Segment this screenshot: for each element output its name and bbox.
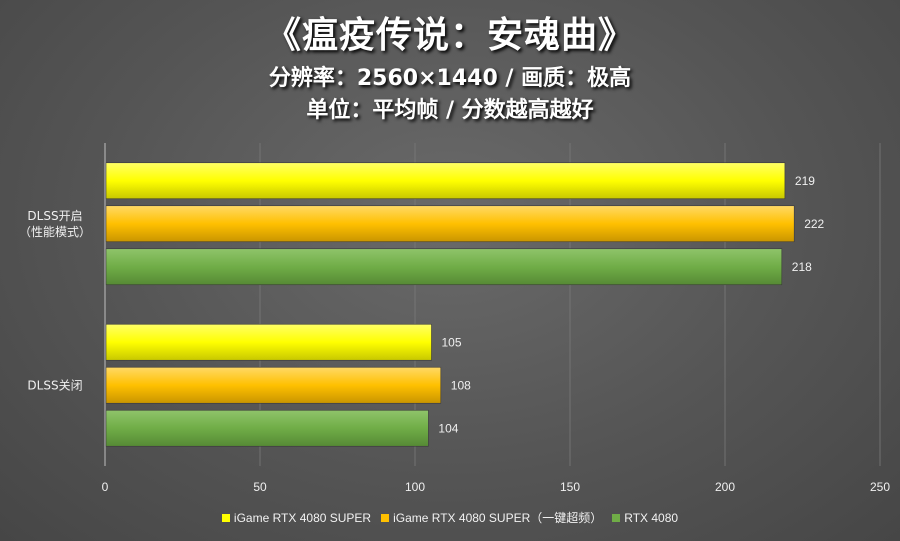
legend-item: RTX 4080	[612, 511, 678, 525]
category-label: DLSS开启（性能模式）	[19, 209, 91, 239]
legend-swatch	[381, 513, 390, 522]
bar-value-label: 218	[792, 260, 812, 274]
legend-swatch	[221, 513, 230, 522]
legend-label: iGame RTX 4080 SUPER（一键超频）	[393, 511, 603, 525]
chart-subtitle-resolution: 分辨率：2560×1440 / 画质：极高	[268, 66, 632, 91]
legend-item: iGame RTX 4080 SUPER	[221, 510, 372, 525]
chart-legend: iGame RTX 4080 SUPER iGame RTX 4080 SUPER…	[0, 509, 900, 526]
category-label: DLSS关闭	[27, 378, 82, 392]
legend-label: RTX 4080	[624, 510, 679, 525]
x-tick-label: 200	[715, 480, 735, 494]
bar	[105, 162, 786, 200]
chart-subtitle-unit: 单位：平均帧 / 分数越高越好	[306, 98, 594, 123]
chart-title: 《瘟疫传说：安魂曲》	[264, 15, 635, 56]
legend-item: iGame RTX 4080 SUPER（一键超频）	[381, 509, 602, 526]
bar	[105, 205, 795, 243]
bar	[105, 409, 429, 447]
bar	[105, 323, 432, 361]
bar-value-label: 108	[451, 378, 471, 392]
bar	[105, 366, 442, 404]
bar	[105, 248, 783, 286]
x-tick-label: 100	[405, 480, 425, 494]
legend-label: iGame RTX 4080 SUPER	[233, 510, 372, 525]
legend-swatch	[612, 513, 621, 522]
x-tick-label: 250	[870, 480, 890, 494]
bar-value-label: 219	[795, 174, 815, 188]
x-tick-label: 50	[253, 480, 267, 494]
bar-value-label: 105	[442, 335, 462, 349]
bar-value-label: 104	[438, 421, 458, 435]
bar-value-label: 222	[804, 217, 824, 231]
x-tick-label: 0	[102, 480, 109, 494]
x-tick-label: 150	[560, 480, 580, 494]
